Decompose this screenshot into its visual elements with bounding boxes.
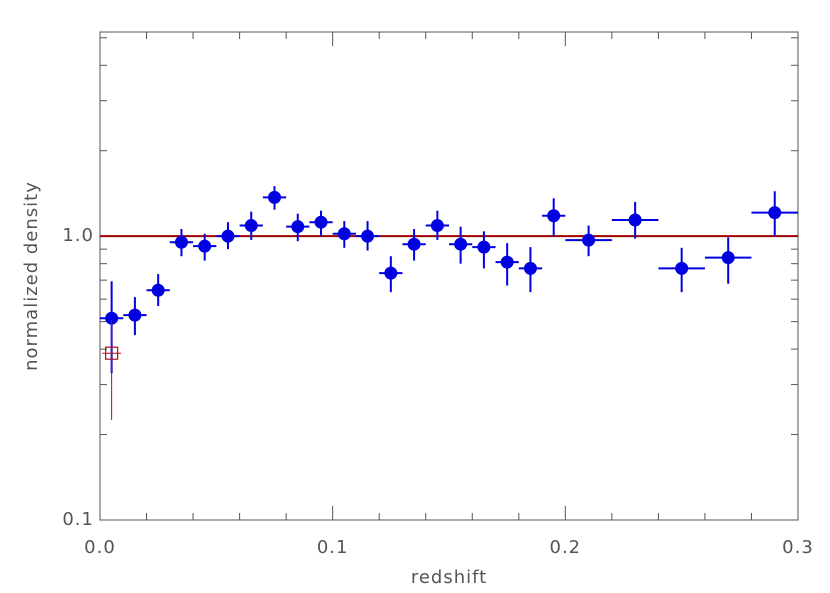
point	[500, 255, 514, 269]
point	[721, 251, 735, 265]
x-tick-label: 0.0	[84, 537, 116, 558]
point	[291, 220, 305, 234]
point	[151, 283, 165, 297]
point	[221, 229, 235, 243]
x-tick-label: 0.2	[550, 537, 582, 558]
point	[477, 240, 491, 254]
point	[768, 206, 782, 220]
point	[244, 219, 258, 233]
plot-frame	[99, 31, 799, 521]
point	[675, 261, 689, 275]
point	[523, 261, 537, 275]
point	[454, 237, 468, 251]
point	[198, 239, 212, 253]
point	[105, 346, 119, 360]
point	[105, 311, 119, 325]
point	[384, 266, 398, 280]
y-tick-label: 1.0	[62, 225, 94, 246]
x-tick-label: 0.1	[317, 537, 349, 558]
point	[407, 237, 421, 251]
point	[128, 308, 142, 322]
point	[314, 215, 328, 229]
x-tick-label: 0.3	[782, 537, 814, 558]
point	[582, 233, 596, 247]
point	[337, 227, 351, 241]
x-axis-label: redshift	[411, 567, 487, 588]
y-axis-label: normalized density	[21, 181, 42, 371]
point	[268, 190, 281, 204]
point	[174, 235, 188, 249]
point	[361, 229, 375, 243]
point	[547, 209, 561, 223]
point	[628, 213, 642, 227]
point	[430, 219, 444, 233]
y-tick-label: 0.1	[62, 509, 94, 530]
